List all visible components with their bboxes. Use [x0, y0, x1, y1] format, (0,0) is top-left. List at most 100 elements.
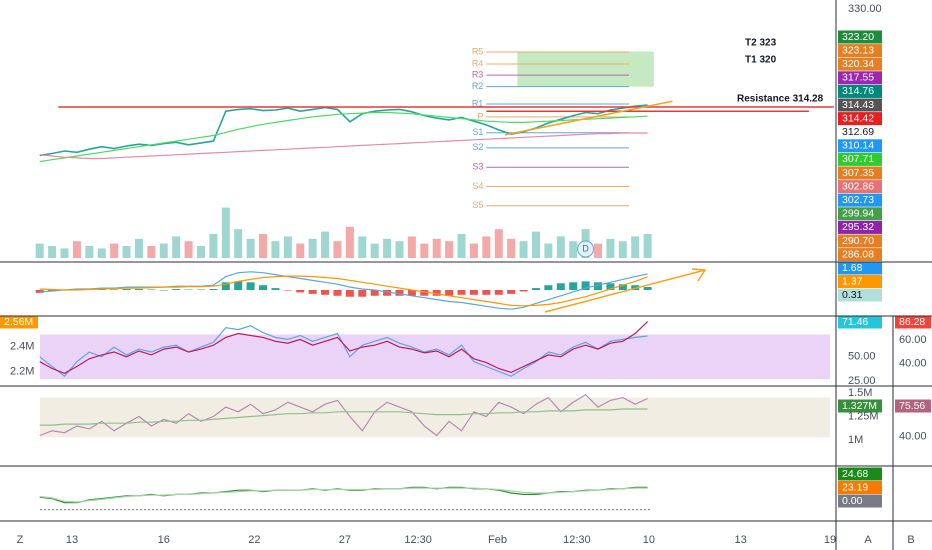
- volume-bar: [593, 243, 602, 258]
- toolbar-button[interactable]: B: [907, 534, 914, 546]
- volume-bar: [110, 243, 119, 258]
- left-tick-label: 2.2M: [10, 365, 34, 377]
- price-tag-label: 302.73: [842, 194, 874, 206]
- histogram-bar: [308, 290, 317, 294]
- volume-bar: [618, 241, 627, 258]
- pivot-label: S3: [472, 162, 483, 172]
- pivot-label: R5: [472, 46, 484, 56]
- histogram-bar: [259, 285, 268, 290]
- annotation: T1 320: [745, 55, 777, 66]
- price-tag-label: 1.327M: [842, 400, 877, 412]
- histogram-bar: [134, 289, 143, 290]
- histogram-bar: [420, 290, 429, 296]
- volume-bar: [283, 236, 292, 258]
- x-tick-label: 12:30: [563, 534, 591, 546]
- band: [40, 397, 830, 438]
- price-tag: [838, 166, 882, 180]
- histogram-bar: [593, 282, 602, 290]
- resistance-label: Resistance 314.28: [737, 94, 824, 105]
- price-tag: [838, 288, 882, 302]
- histogram-bar: [221, 282, 230, 290]
- volume-bar: [358, 236, 367, 258]
- x-tick-label: 22: [248, 534, 260, 546]
- histogram-bar: [569, 282, 578, 290]
- left-tick-label: 2.4M: [10, 341, 34, 353]
- event-marker-label: D: [582, 243, 589, 253]
- series-line: [39, 104, 648, 157]
- volume-bar: [507, 238, 516, 258]
- histogram-bar: [196, 289, 205, 291]
- toolbar-button[interactable]: A: [864, 534, 872, 546]
- series-line: [39, 275, 648, 307]
- price-tag-label: 307.71: [842, 153, 874, 165]
- price-tag: [838, 248, 882, 262]
- histogram-bar: [507, 290, 516, 294]
- histogram-bar: [383, 290, 392, 296]
- pivot-label: P: [477, 111, 483, 121]
- price-tag-label: 317.55: [842, 72, 874, 84]
- volume-bar: [48, 246, 57, 258]
- price-tag: [838, 220, 882, 234]
- volume-bar: [370, 243, 379, 258]
- histogram-bar: [172, 289, 181, 290]
- series-line: [39, 393, 648, 437]
- price-tag: [838, 57, 882, 71]
- price-tag: [838, 275, 882, 288]
- price-tag-label: 312.69: [842, 126, 874, 138]
- price-tag: [838, 315, 882, 329]
- price-tag-label: 23.19: [842, 481, 868, 493]
- trendline: [504, 100, 673, 136]
- price-tag-label: 24.68: [842, 468, 868, 480]
- price-tag: [838, 234, 882, 248]
- series-line: [39, 487, 648, 503]
- pivot-label: R1: [472, 98, 484, 108]
- price-tag-label: 320.34: [842, 58, 874, 70]
- price-tag: [838, 399, 882, 413]
- price-tag: [838, 30, 882, 44]
- histogram-bar: [122, 289, 131, 290]
- series-line: [39, 132, 648, 160]
- volume-bar: [606, 238, 615, 258]
- y-tick-label: 330.00: [848, 3, 882, 15]
- price-tag: [838, 84, 882, 98]
- x-tick-label: Feb: [488, 534, 507, 546]
- price-tag: [838, 481, 882, 494]
- target-zone: [517, 51, 654, 87]
- volume-bar: [321, 231, 330, 258]
- volume-bar: [457, 234, 466, 258]
- volume-bar: [333, 241, 342, 258]
- x-tick-label: 16: [158, 534, 170, 546]
- histogram-bar: [407, 290, 416, 296]
- y-tick-label: 1M: [848, 434, 863, 446]
- series-line: [39, 321, 649, 374]
- volume-bar: [569, 241, 578, 258]
- pivot-label: S1: [472, 127, 483, 137]
- volume-bar: [383, 238, 392, 258]
- price-tag-label: 299.94: [842, 208, 874, 220]
- volume-bar: [631, 236, 640, 258]
- price-tag: [838, 494, 882, 508]
- toolbar-button[interactable]: Z: [17, 534, 24, 546]
- pivot-label: R3: [472, 70, 484, 80]
- price-tag-label: 310.14: [842, 140, 874, 152]
- histogram-bar: [395, 290, 404, 296]
- histogram-bar: [234, 281, 243, 290]
- pivot-label: S5: [472, 200, 483, 210]
- price-tag-label: 1.68: [842, 262, 863, 274]
- volume-bar: [97, 248, 106, 258]
- price-tag: [838, 98, 882, 112]
- price-tag: [838, 71, 882, 85]
- volume-bar: [494, 229, 503, 258]
- price-tag: [838, 180, 882, 194]
- series-line: [39, 271, 648, 310]
- volume-bar: [134, 238, 143, 258]
- volume-bar: [643, 234, 652, 258]
- price-tag: [838, 112, 882, 126]
- histogram-bar: [519, 290, 528, 292]
- volume-bar: [259, 234, 268, 258]
- histogram-bar: [469, 290, 478, 295]
- y-tick-label: 1.5M: [848, 387, 872, 399]
